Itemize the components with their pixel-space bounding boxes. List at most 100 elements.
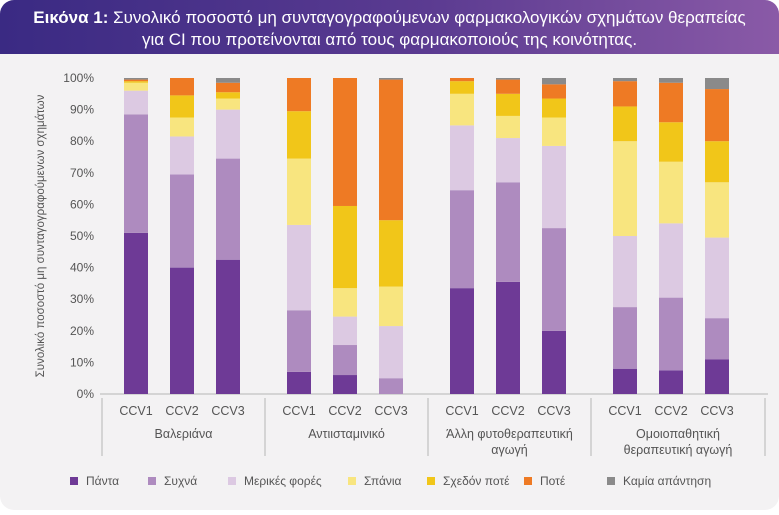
x-tick-label: CCV2: [654, 404, 687, 418]
group-label: Βαλεριάνα: [155, 427, 213, 441]
bar-segment: [496, 115, 520, 139]
bar-segment: [333, 205, 357, 289]
bar-segment: [705, 182, 729, 238]
y-tick-label: 80%: [70, 134, 94, 148]
bar-segment: [170, 136, 194, 175]
bar-segment: [542, 78, 566, 85]
y-axis-label: Συνολικό ποσοστό μη συνταγογραφούμενων σ…: [35, 94, 47, 377]
bar-segment: [659, 78, 683, 83]
legend-label: Σχεδόν ποτέ: [443, 474, 510, 488]
legend-swatch: [228, 477, 236, 485]
bar-segment: [124, 78, 148, 80]
bar-segment: [613, 81, 637, 107]
bar-segment: [496, 93, 520, 116]
legend-label: Συχνά: [164, 474, 197, 488]
x-tick-label: CCV1: [608, 404, 641, 418]
bar-segment: [613, 106, 637, 142]
bar-segment: [450, 190, 474, 289]
legend-label: Μερικές φορές: [244, 474, 322, 488]
bar-segment: [705, 89, 729, 142]
bar-segment: [124, 90, 148, 115]
x-tick-label: CCV2: [328, 404, 361, 418]
bar-segment: [613, 78, 637, 82]
bar-segment: [705, 141, 729, 183]
title-line-2: για CI που προτείνονται από τους φαρμακο…: [141, 30, 638, 49]
legend-label: Καμία απάντηση: [623, 474, 711, 488]
bar-segment: [542, 117, 566, 146]
y-tick-label: 40%: [70, 261, 94, 275]
bar-segment: [333, 78, 357, 206]
y-tick-label: 50%: [70, 229, 94, 243]
bar-segment: [705, 318, 729, 360]
y-tick-label: 20%: [70, 324, 94, 338]
x-tick-label: CCV1: [282, 404, 315, 418]
bar-segment: [333, 345, 357, 376]
chart-panel: Συνολικό ποσοστό μη συνταγογραφούμενων σ…: [0, 54, 779, 510]
legend-swatch: [148, 477, 156, 485]
x-tick-label: CCV3: [700, 404, 733, 418]
bar-segment: [659, 223, 683, 298]
bar-segment: [216, 158, 240, 260]
bar-segment: [659, 297, 683, 371]
title-prefix: Εικόνα 1:: [33, 8, 109, 27]
bar-segment: [287, 224, 311, 311]
group-label: Ομοιοπαθητική: [636, 427, 720, 441]
group-label: αγωγή: [491, 443, 527, 457]
bar-segment: [216, 92, 240, 99]
legend-label: Πάντα: [86, 474, 119, 488]
bar-segment: [379, 220, 403, 287]
bar-segment: [542, 98, 566, 118]
bar-segment: [496, 138, 520, 183]
bar-segment: [170, 117, 194, 137]
bar-segment: [659, 161, 683, 224]
group-label: θεραπευτική αγωγή: [624, 443, 733, 457]
bar-segment: [170, 267, 194, 394]
bar-segment: [287, 78, 311, 112]
group-label: Αντιισταμινικό: [308, 427, 385, 441]
bar-segment: [216, 98, 240, 110]
bar-segment: [450, 288, 474, 394]
legend-swatch: [348, 477, 356, 485]
bar-segment: [496, 79, 520, 94]
legend-swatch: [524, 477, 532, 485]
bar-segment: [124, 232, 148, 394]
x-tick-label: CCV2: [165, 404, 198, 418]
legend-swatch: [607, 477, 615, 485]
bar-segment: [450, 78, 474, 82]
y-tick-label: 0%: [77, 387, 95, 401]
legend-swatch: [70, 477, 78, 485]
figure-title: Εικόνα 1: Συνολικό ποσοστό μη συνταγογρα…: [0, 0, 779, 54]
x-tick-label: CCV1: [119, 404, 152, 418]
bar-segment: [287, 371, 311, 394]
legend-label: Σπάνια: [364, 474, 402, 488]
bar-segment: [333, 375, 357, 394]
bar-segment: [216, 109, 240, 159]
bar-segment: [659, 370, 683, 394]
bar-segment: [450, 125, 474, 191]
bar-segment: [496, 182, 520, 282]
legend-label: Ποτέ: [540, 474, 566, 488]
bar-segment: [124, 79, 148, 82]
bar-segment: [542, 228, 566, 331]
bar-segment: [287, 158, 311, 225]
bar-segment: [450, 81, 474, 94]
bar-segment: [705, 237, 729, 319]
y-tick-label: 30%: [70, 292, 94, 306]
group-label: Άλλη φυτοθεραπευτική: [446, 427, 573, 441]
stacked-bar-chart: Συνολικό ποσοστό μη συνταγογραφούμενων σ…: [35, 71, 768, 488]
bar-segment: [287, 111, 311, 159]
bar-segment: [124, 114, 148, 233]
x-tick-label: CCV3: [374, 404, 407, 418]
bar-segment: [379, 79, 403, 221]
bar-segment: [170, 78, 194, 96]
bar-segment: [333, 288, 357, 317]
y-tick-label: 10%: [70, 355, 94, 369]
bar-segment: [659, 122, 683, 162]
bar-segment: [379, 378, 403, 394]
bar-segment: [613, 307, 637, 369]
bar-segment: [124, 82, 148, 91]
y-tick-label: 70%: [70, 166, 94, 180]
x-tick-label: CCV2: [491, 404, 524, 418]
bar-segment: [333, 316, 357, 346]
